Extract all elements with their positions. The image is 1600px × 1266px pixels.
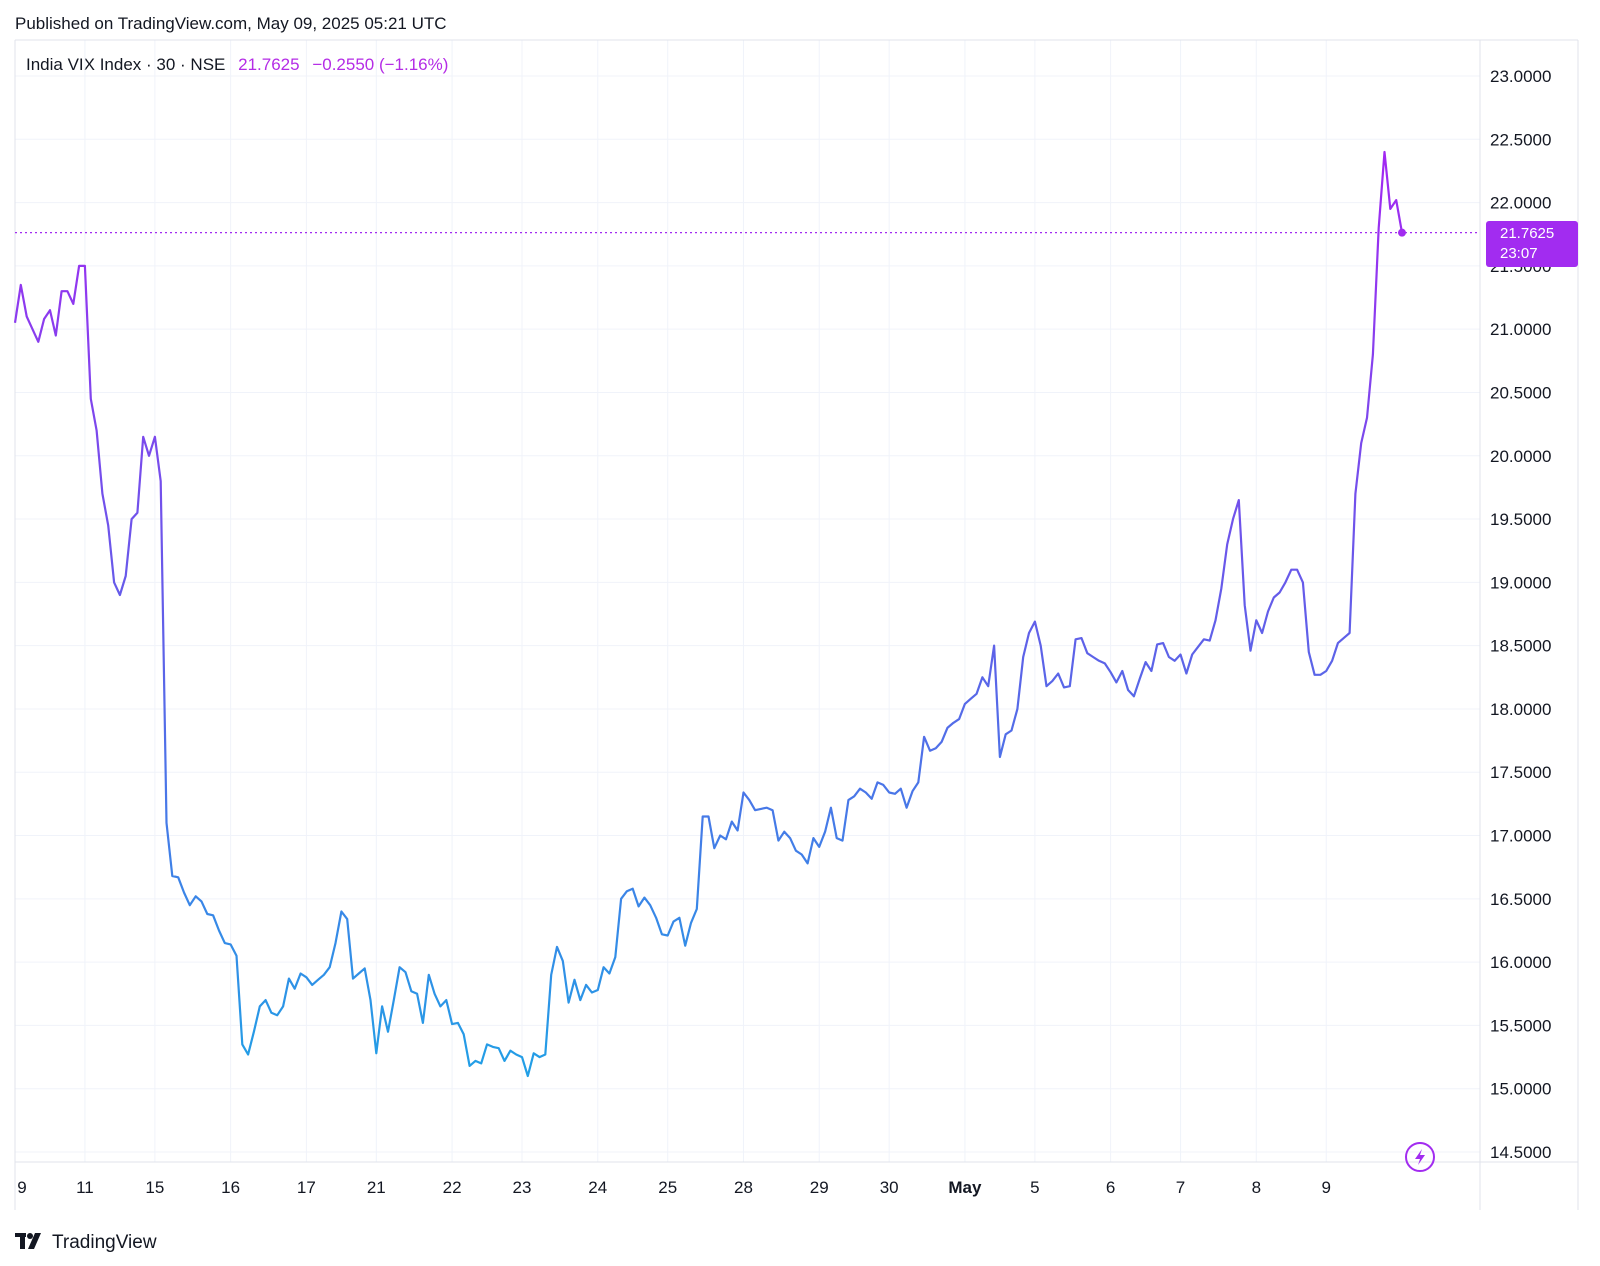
last-price-tag-value: 21.7625 — [1500, 225, 1555, 242]
y-tick-label: 19.5000 — [1490, 510, 1551, 529]
x-tick-label: 11 — [76, 1178, 94, 1197]
y-tick-label: 22.0000 — [1490, 194, 1551, 213]
chart-grid — [14, 40, 1480, 1162]
y-tick-label: 16.0000 — [1490, 953, 1551, 972]
y-tick-label: 20.5000 — [1490, 383, 1551, 402]
y-tick-label: 16.5000 — [1490, 890, 1551, 909]
last-point-marker — [1398, 228, 1406, 237]
chart-legend: India VIX Index · 30 · NSE 21.7625 −0.25… — [26, 55, 448, 75]
y-tick-label: 22.5000 — [1490, 130, 1551, 149]
x-tick-label: 29 — [810, 1178, 829, 1197]
x-tick-label: 7 — [1176, 1178, 1185, 1197]
lightning-icon[interactable] — [1405, 1142, 1435, 1172]
x-tick-label: 6 — [1106, 1178, 1115, 1197]
y-tick-label: 23.0000 — [1490, 67, 1551, 86]
symbol-name[interactable]: India VIX Index · 30 · NSE — [26, 55, 226, 74]
tradingview-logo-icon — [15, 1232, 45, 1254]
last-price: 21.7625 — [238, 55, 300, 74]
x-tick-label: 22 — [443, 1178, 462, 1197]
y-tick-label: 21.0000 — [1490, 320, 1551, 339]
x-tick-label: 23 — [513, 1178, 532, 1197]
line-chart[interactable]: 23.000022.500022.000021.500021.000020.50… — [0, 0, 1600, 1210]
y-tick-label: 18.0000 — [1490, 700, 1551, 719]
y-tick-label: 17.5000 — [1490, 763, 1551, 782]
last-price-tag: 21.7625 23:07 — [1486, 221, 1578, 267]
y-tick-label: 15.0000 — [1490, 1080, 1551, 1099]
x-tick-label: 24 — [588, 1178, 607, 1197]
y-tick-label: 18.5000 — [1490, 637, 1551, 656]
x-tick-label: 9 — [1322, 1178, 1331, 1197]
x-tick-label: 16 — [221, 1178, 240, 1197]
y-tick-label: 20.0000 — [1490, 447, 1551, 466]
x-tick-label: 25 — [658, 1178, 677, 1197]
x-tick-label: 17 — [297, 1178, 316, 1197]
price-change: −0.2550 (−1.16%) — [312, 55, 449, 74]
x-tick-label: 8 — [1252, 1178, 1261, 1197]
x-tick-label: 30 — [880, 1178, 899, 1197]
x-tick-label: 5 — [1030, 1178, 1039, 1197]
y-tick-label: 17.0000 — [1490, 827, 1551, 846]
y-tick-label: 14.5000 — [1490, 1143, 1551, 1162]
y-tick-label: 19.0000 — [1490, 573, 1551, 592]
y-tick-label: 15.5000 — [1490, 1016, 1551, 1035]
x-tick-label: 28 — [734, 1178, 753, 1197]
time-axis[interactable]: 9 11 15 16 17 21 22 23 24 25 28 29 30 May 5 6 7 8 9 — [17, 1178, 1331, 1197]
price-axis[interactable]: 23.000022.500022.000021.500021.000020.50… — [1490, 67, 1551, 1162]
tradingview-logo[interactable]: TradingView — [15, 1232, 157, 1254]
x-tick-label: May — [948, 1178, 982, 1197]
bar-countdown: 23:07 — [1500, 245, 1538, 262]
x-tick-label: 21 — [367, 1178, 386, 1197]
brand-name: TradingView — [52, 1232, 157, 1253]
x-tick-label: 15 — [145, 1178, 164, 1197]
published-caption: Published on TradingView.com, May 09, 20… — [15, 14, 447, 33]
series-line-india-vix — [13, 150, 1404, 1078]
x-tick-label: 9 — [17, 1178, 26, 1197]
